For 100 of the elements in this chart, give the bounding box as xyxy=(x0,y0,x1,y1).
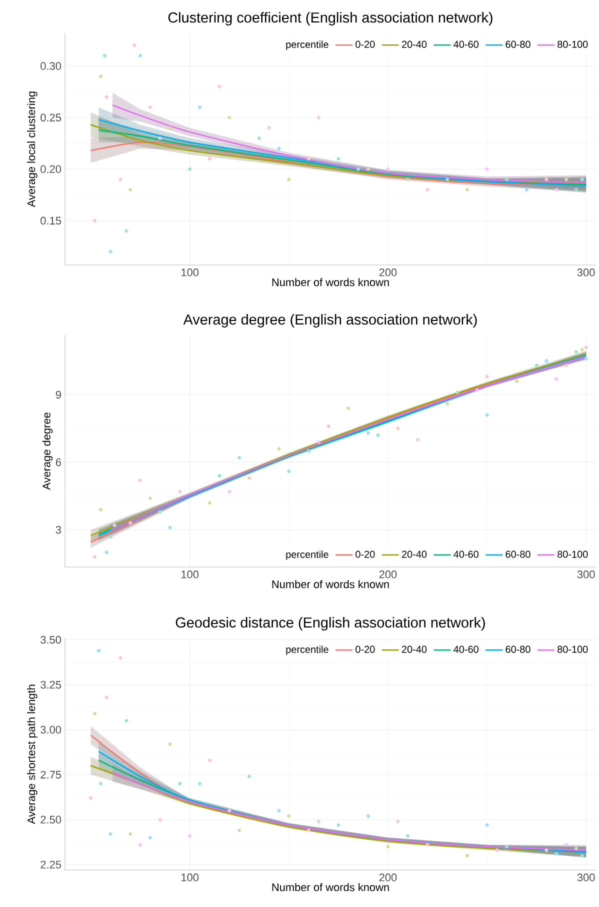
point xyxy=(112,524,117,528)
y-tick-label: 0.15 xyxy=(40,216,62,225)
point xyxy=(208,157,212,161)
y-tick-label: 2.75 xyxy=(40,770,62,779)
point xyxy=(446,178,450,182)
point xyxy=(238,456,242,460)
point xyxy=(248,476,252,480)
point xyxy=(228,116,232,120)
legend-label: 80-100 xyxy=(558,550,588,558)
point xyxy=(554,852,558,856)
legend-label: 0-20 xyxy=(356,646,375,653)
point xyxy=(148,836,152,840)
point xyxy=(574,350,578,354)
y-axis-title: Average degree xyxy=(42,412,53,490)
point xyxy=(218,474,222,478)
point xyxy=(356,167,360,171)
legend-label: 40-60 xyxy=(454,40,479,48)
point xyxy=(580,348,584,352)
point xyxy=(158,818,162,822)
point xyxy=(476,388,480,392)
x-tick-label: 300 xyxy=(578,268,596,276)
x-tick-label: 300 xyxy=(578,570,596,578)
legend-label: 60-80 xyxy=(506,40,531,48)
point xyxy=(108,832,113,836)
point xyxy=(396,426,400,430)
point xyxy=(138,478,142,482)
point xyxy=(124,718,128,723)
point xyxy=(208,501,212,505)
point xyxy=(574,188,578,192)
legend-label: 40-60 xyxy=(454,646,479,653)
point xyxy=(128,521,132,525)
legend-label: 60-80 xyxy=(506,646,531,653)
chart-title: Geodesic distance (English association network) xyxy=(176,617,486,631)
point xyxy=(307,157,311,161)
point xyxy=(198,105,202,110)
y-tick-label: 3 xyxy=(56,526,62,534)
point xyxy=(287,469,291,474)
point xyxy=(287,178,291,182)
point xyxy=(386,167,390,171)
point xyxy=(105,550,109,554)
point xyxy=(208,758,212,762)
x-tick-label: 100 xyxy=(182,570,199,578)
point xyxy=(406,178,410,182)
y-tick-label: 3.00 xyxy=(40,726,62,734)
point xyxy=(574,846,578,850)
y-tick-label: 2.25 xyxy=(40,860,62,868)
point xyxy=(564,843,568,847)
point xyxy=(105,95,109,99)
point xyxy=(148,496,152,500)
point xyxy=(267,126,272,130)
point xyxy=(466,854,470,858)
y-axis-title: Average shortest path length xyxy=(27,684,38,824)
legend-title: percentile xyxy=(286,40,329,50)
point xyxy=(544,848,548,852)
point xyxy=(544,359,548,363)
line-series xyxy=(112,104,588,184)
point xyxy=(554,377,558,381)
point xyxy=(105,696,109,700)
point xyxy=(112,746,117,750)
point xyxy=(544,178,548,182)
point xyxy=(93,555,97,559)
point xyxy=(118,656,122,660)
point xyxy=(287,814,291,818)
point xyxy=(158,510,162,514)
point xyxy=(188,834,192,838)
point xyxy=(138,843,142,847)
point xyxy=(495,848,499,852)
point xyxy=(525,188,529,192)
x-axis-title: Number of words known xyxy=(272,278,390,286)
point xyxy=(406,834,410,838)
point xyxy=(248,774,252,778)
point xyxy=(188,167,192,171)
point xyxy=(178,782,182,786)
chart-title: Average degree (English association network) xyxy=(184,314,477,328)
point xyxy=(108,534,113,538)
point xyxy=(426,188,430,192)
legend-label: 40-60 xyxy=(454,550,479,558)
point xyxy=(99,508,103,512)
point xyxy=(515,379,519,383)
point xyxy=(103,54,107,58)
point xyxy=(148,105,152,110)
point xyxy=(317,820,321,824)
legend-label: 80-100 xyxy=(558,646,588,653)
point xyxy=(158,136,162,140)
chart-title: Clustering coefficient (English association network) xyxy=(168,12,493,26)
point xyxy=(277,146,281,150)
point xyxy=(386,844,390,848)
point xyxy=(307,449,311,453)
legend-label: 60-80 xyxy=(506,550,531,558)
point xyxy=(317,116,321,120)
point xyxy=(128,832,132,836)
point xyxy=(534,364,539,368)
point xyxy=(198,782,202,786)
y-axis-title: Average local clustering xyxy=(27,92,38,208)
x-tick-label: 200 xyxy=(380,874,397,882)
point xyxy=(456,390,460,394)
point xyxy=(554,188,558,192)
point xyxy=(118,178,122,182)
y-tick-label: 9 xyxy=(56,390,62,399)
point xyxy=(366,814,370,818)
